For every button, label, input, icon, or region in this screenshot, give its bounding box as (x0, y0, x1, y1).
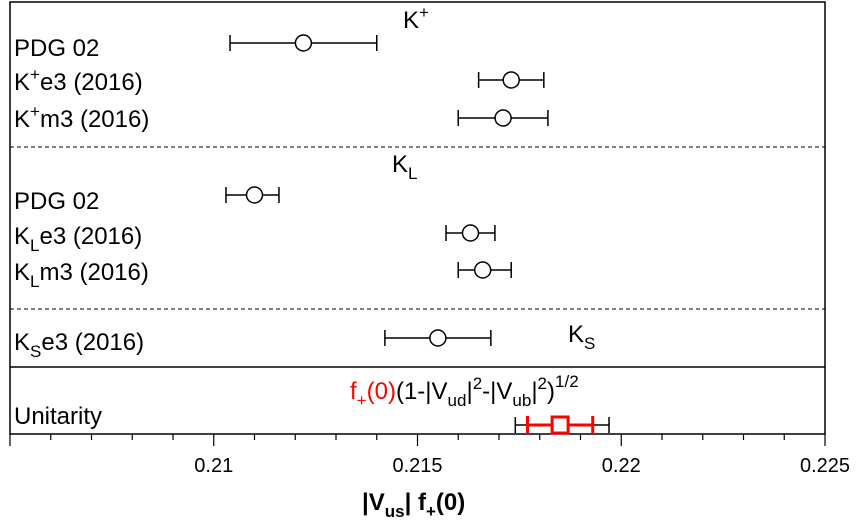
data-point (502, 71, 520, 89)
row-label-k-long-e3: KLe3 (2016) (14, 223, 142, 255)
unitarity-formula: f+(0)(1-|Vud|2-|Vub|2)1/2 (350, 372, 579, 410)
header-k-long: KL (392, 151, 417, 183)
x-axis-title: |Vus| f+(0) (362, 489, 465, 521)
data-point (473, 261, 492, 279)
x-tick-label: 0.225 (800, 455, 850, 477)
plot-frame (9, 1, 826, 435)
header-k-short: KS (568, 321, 595, 353)
row-label-k-plus-e3: K+e3 (2016) (14, 65, 143, 96)
row-label-k-long-m3: KLm3 (2016) (14, 259, 149, 291)
data-point (294, 34, 313, 52)
row-label-k-short-e3: KSe3 (2016) (14, 329, 144, 361)
x-tick-label: 0.215 (392, 455, 442, 477)
x-tick-label: 0.21 (194, 455, 233, 477)
data-point (494, 109, 512, 127)
data-point (461, 224, 480, 242)
row-label-k-plus-m3: K+m3 (2016) (14, 102, 149, 133)
row-label-unitarity: Unitarity (14, 403, 102, 430)
x-axis: 0.21 0.215 0.22 0.225 (9, 434, 850, 477)
header-k-plus: K+ (403, 3, 429, 34)
row-label-pdg02-k-long: PDG 02 (14, 188, 99, 215)
row-label-pdg02-k-plus: PDG 02 (14, 35, 99, 62)
x-tick-label: 0.22 (602, 455, 641, 477)
unitarity-point (550, 415, 570, 435)
data-point (429, 329, 447, 347)
data-point (245, 186, 264, 204)
data-marks (225, 34, 610, 435)
